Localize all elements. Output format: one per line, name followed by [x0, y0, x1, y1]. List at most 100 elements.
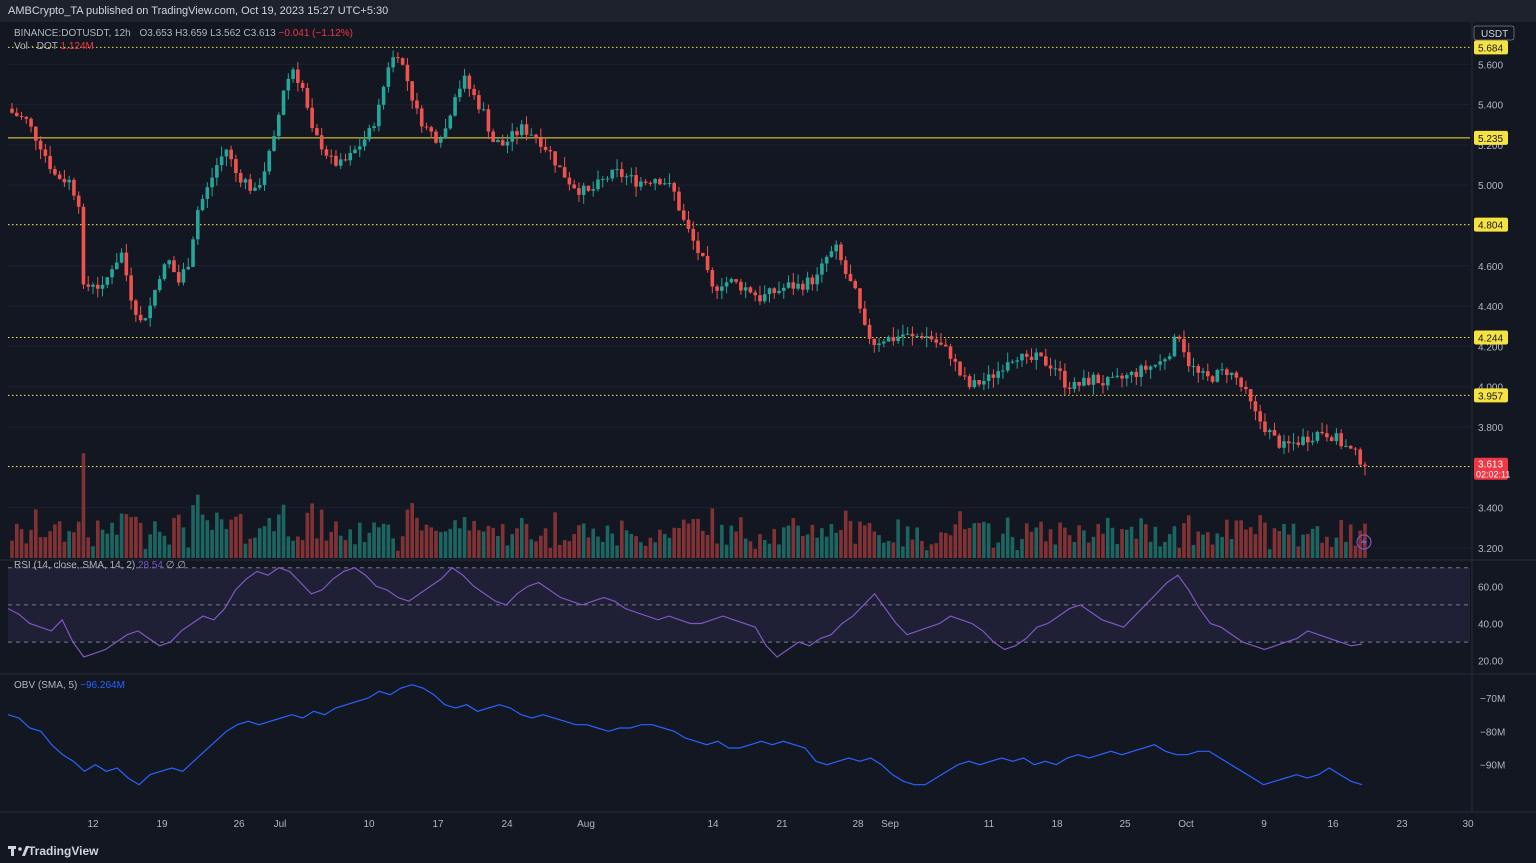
- volume-bar: [1277, 531, 1282, 558]
- rsi-label: RSI (14, close, SMA, 14, 2): [14, 560, 136, 571]
- level-label: 5.235: [1478, 134, 1503, 145]
- volume-bar: [1044, 541, 1048, 558]
- volume-bar: [367, 532, 372, 558]
- candle-body: [462, 75, 467, 89]
- candle-body: [1320, 431, 1324, 434]
- volume-bar: [396, 550, 400, 558]
- candle-body: [1077, 381, 1081, 386]
- candle-body: [1148, 366, 1153, 370]
- candle-body: [1220, 369, 1224, 371]
- volume-bar: [1029, 531, 1034, 558]
- volume-bar: [586, 537, 591, 558]
- volume-bar: [1101, 533, 1105, 558]
- volume-bar: [95, 520, 100, 558]
- candle-body: [391, 57, 395, 68]
- volume-bar: [124, 514, 129, 558]
- candle-body: [1134, 371, 1139, 377]
- candle-body: [753, 292, 757, 296]
- volume-bar: [862, 525, 867, 558]
- volume-bar: [24, 543, 29, 558]
- volume-bar: [29, 529, 33, 558]
- volume-bar: [572, 534, 576, 558]
- volume-bar: [1010, 537, 1015, 558]
- level-label: 3.957: [1478, 391, 1503, 402]
- candle-body: [381, 86, 386, 105]
- volume-bar: [424, 524, 429, 558]
- obv-tick-label: −80M: [1480, 727, 1505, 738]
- x-tick-label: Sep: [881, 819, 899, 830]
- volume-bar: [1177, 547, 1182, 558]
- volume-bar: [300, 539, 305, 558]
- candle-body: [1015, 360, 1020, 362]
- volume-bar: [1196, 531, 1201, 558]
- candle-body: [486, 109, 491, 132]
- candle-body: [624, 176, 629, 178]
- volume-bar: [972, 523, 977, 558]
- volume-bar: [753, 548, 757, 558]
- volume-bar: [1091, 536, 1096, 558]
- volume-bar: [1058, 522, 1062, 558]
- volume-bar: [805, 534, 810, 558]
- candle-body: [415, 100, 419, 109]
- low-value: L3.562: [210, 28, 241, 39]
- volume-bar: [338, 535, 343, 558]
- candle-body: [1344, 445, 1348, 447]
- volume-bar: [686, 523, 691, 558]
- volume-bar: [110, 522, 114, 558]
- candle-body: [324, 149, 329, 156]
- candle-body: [448, 115, 453, 129]
- volume-bar: [129, 517, 133, 558]
- candle-body: [882, 341, 886, 344]
- candle-body: [643, 181, 648, 183]
- rsi-na-1: ∅: [165, 560, 175, 571]
- volume-bar: [953, 524, 958, 558]
- x-tick-label: 16: [1327, 819, 1339, 830]
- volume-bar: [639, 542, 643, 558]
- candle-body: [977, 380, 981, 385]
- candle-body: [215, 165, 219, 178]
- volume-bar: [1348, 524, 1353, 558]
- volume-bar: [996, 542, 1000, 558]
- volume-bar: [939, 532, 943, 558]
- candle-body: [24, 116, 29, 119]
- volume-bar: [153, 521, 157, 558]
- candle-body: [195, 210, 200, 240]
- candle-body: [1196, 366, 1201, 373]
- volume-bar: [715, 543, 719, 558]
- candle-body: [1067, 387, 1072, 389]
- volume-bar: [505, 545, 510, 558]
- volume-bar: [748, 541, 753, 558]
- candle-body: [605, 178, 610, 180]
- volume-bar: [834, 532, 838, 558]
- candle-body: [510, 131, 515, 142]
- volume-bar: [1225, 519, 1229, 558]
- volume-bar: [815, 537, 819, 558]
- volume-bar: [1306, 533, 1310, 558]
- volume-bar: [1186, 515, 1191, 558]
- candle-body: [796, 283, 800, 289]
- candle-body: [653, 179, 657, 184]
- volume-bar: [1124, 529, 1129, 558]
- volume-bar: [600, 541, 605, 558]
- volume-bar: [500, 524, 505, 558]
- volume-value: 1.124M: [60, 41, 94, 52]
- volume-bar: [229, 519, 233, 558]
- change-value: −0.041 (−1.12%): [278, 28, 354, 39]
- volume-bar: [886, 540, 891, 558]
- volume-bar: [415, 517, 419, 558]
- chart-canvas[interactable]: 20.00 40.00 60.00 −70M −80M −90M 3.200 3.400 3…: [0, 22, 1536, 839]
- candle-body: [1020, 353, 1024, 361]
- x-tick-label: 28: [852, 819, 864, 830]
- level-badge: [1474, 217, 1508, 232]
- candle-body: [548, 150, 553, 152]
- volume-bar: [472, 520, 476, 558]
- obv-label: OBV (SMA, 5): [14, 680, 78, 691]
- candle-body: [948, 346, 953, 359]
- level-label: 5.684: [1478, 43, 1503, 54]
- candle-body: [224, 149, 229, 157]
- volume-bar: [786, 525, 791, 558]
- candle-body: [700, 252, 705, 256]
- currency-box: [1473, 25, 1515, 41]
- close-value: C3.613: [243, 28, 276, 39]
- volume-bar: [767, 543, 772, 558]
